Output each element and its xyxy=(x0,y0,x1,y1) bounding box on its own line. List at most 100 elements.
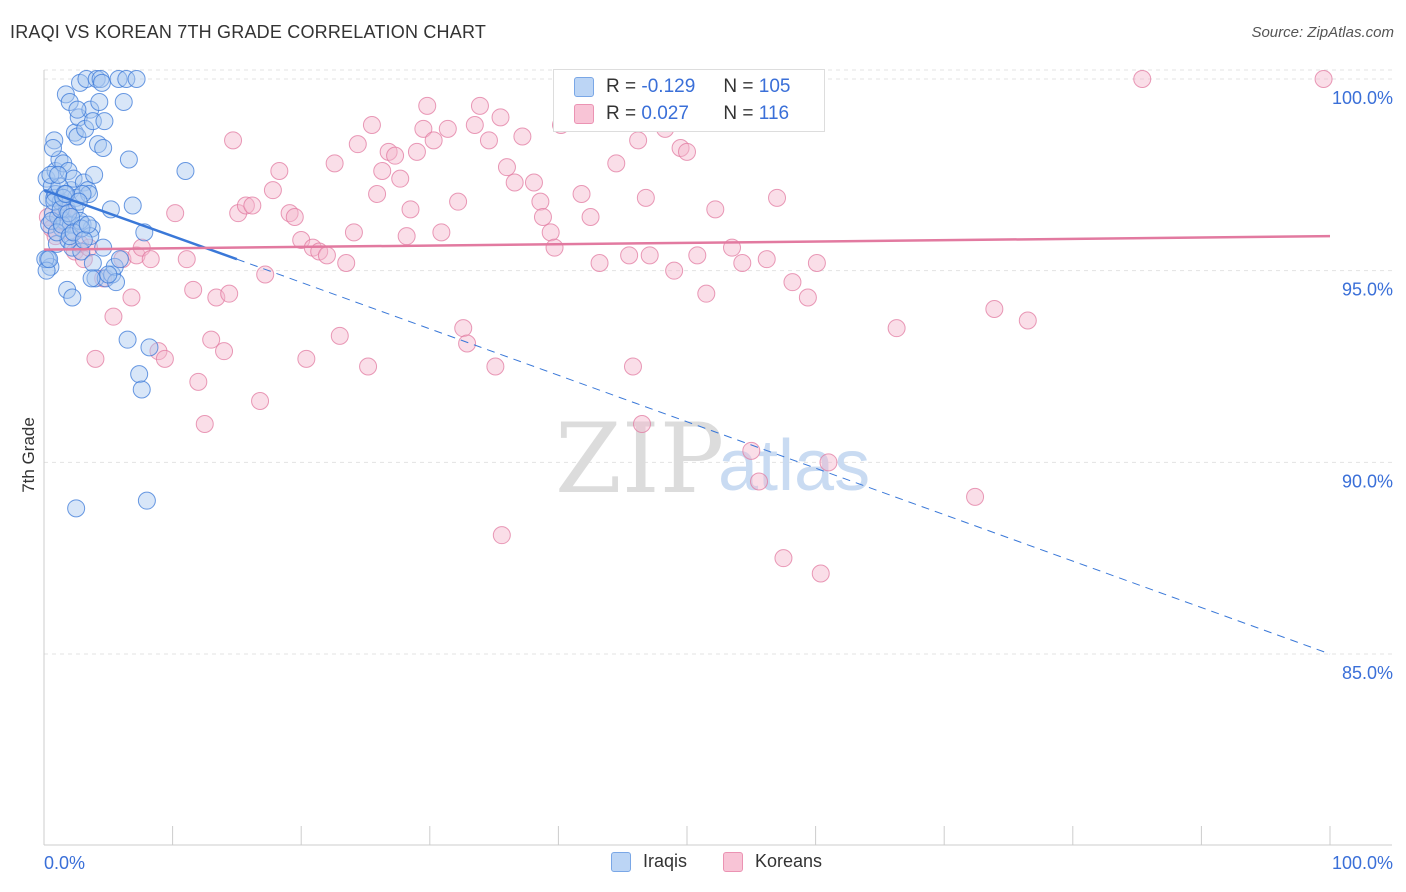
point-korean xyxy=(811,564,830,583)
series-iraqis xyxy=(36,70,195,518)
y-tick-label: 100.0% xyxy=(1332,88,1393,108)
point-korean xyxy=(697,284,716,303)
point-korean xyxy=(285,208,304,226)
bottom-legend-swatch-koreans xyxy=(723,851,743,872)
point-korean xyxy=(189,372,208,391)
point-iraqi xyxy=(94,139,113,157)
point-iraqi xyxy=(63,288,82,307)
point-korean xyxy=(505,173,524,192)
point-korean xyxy=(733,254,752,272)
series-koreans xyxy=(38,70,1333,583)
point-iraqi xyxy=(40,250,59,269)
point-korean xyxy=(243,196,262,215)
point-iraqi xyxy=(140,338,159,357)
point-iraqi xyxy=(118,330,137,349)
x-tick-label-max: 100.0% xyxy=(1332,853,1393,873)
point-korean xyxy=(215,342,234,361)
legend-r-value-koreans: 0.027 xyxy=(641,103,689,124)
point-korean xyxy=(251,392,270,410)
point-korean xyxy=(432,223,451,242)
point-iraqi xyxy=(109,70,128,88)
point-korean xyxy=(263,181,282,200)
legend-n-label: N = xyxy=(723,103,754,124)
point-korean xyxy=(337,254,356,272)
chart-title: IRAQI VS KOREAN 7TH GRADE CORRELATION CH… xyxy=(10,22,487,42)
point-korean xyxy=(177,250,196,269)
point-korean xyxy=(768,188,787,207)
point-iraqi xyxy=(95,112,114,131)
point-korean xyxy=(1133,70,1152,88)
point-iraqi xyxy=(119,150,138,169)
point-iraqi xyxy=(44,139,63,157)
bottom-legend-label-koreans: Koreans xyxy=(755,851,823,871)
point-korean xyxy=(155,349,174,368)
point-korean xyxy=(620,246,639,265)
point-korean xyxy=(359,357,378,376)
point-iraqi xyxy=(67,499,86,518)
point-korean xyxy=(479,131,498,150)
point-korean xyxy=(486,357,505,376)
point-korean xyxy=(438,119,457,138)
x-tick-label-min: 0.0% xyxy=(44,853,85,873)
point-korean xyxy=(623,357,642,376)
point-iraqi xyxy=(45,131,64,150)
point-korean xyxy=(665,261,684,280)
gridlines xyxy=(44,69,1392,655)
point-korean xyxy=(391,169,410,188)
point-korean xyxy=(224,131,243,150)
point-iraqi xyxy=(92,73,111,92)
point-korean xyxy=(590,254,609,272)
point-iraqi xyxy=(64,169,83,188)
point-korean xyxy=(688,246,707,265)
point-korean xyxy=(270,162,289,180)
bottom-legend-swatch-iraqis xyxy=(611,851,631,872)
point-iraqi xyxy=(41,165,60,184)
point-iraqi xyxy=(90,93,109,111)
point-korean xyxy=(397,227,416,246)
point-korean xyxy=(678,142,696,161)
point-korean xyxy=(531,192,550,211)
point-iraqi xyxy=(76,119,95,138)
point-korean xyxy=(819,453,838,472)
point-korean xyxy=(229,204,248,223)
point-iraqi xyxy=(130,365,149,384)
point-korean xyxy=(774,549,793,568)
point-korean xyxy=(386,146,405,165)
point-korean xyxy=(256,265,275,284)
bottom-legend-iraqis: Iraqis xyxy=(611,851,687,872)
point-korean xyxy=(750,472,769,491)
point-iraqi xyxy=(127,70,146,88)
legend-n-value-koreans: 116 xyxy=(758,103,790,124)
watermark-atlas: atlas xyxy=(718,426,870,506)
point-korean xyxy=(757,250,776,269)
watermark-zip: ZIP xyxy=(555,403,724,515)
point-korean xyxy=(348,135,367,154)
point-korean xyxy=(373,162,392,180)
legend-swatch-iraqis xyxy=(574,77,594,97)
point-korean xyxy=(706,200,725,219)
point-korean xyxy=(149,342,168,361)
point-iraqi xyxy=(72,242,91,261)
point-korean xyxy=(166,204,185,223)
watermark: ZIP atlas xyxy=(555,403,870,515)
point-korean xyxy=(887,319,906,338)
point-iraqi xyxy=(137,491,156,510)
point-iraqi xyxy=(80,185,99,203)
legend-n-value-iraqis: 105 xyxy=(758,76,791,97)
point-korean xyxy=(344,223,363,242)
legend-row-koreans: R = 0.027 N = 116 xyxy=(574,102,789,126)
point-iraqi xyxy=(78,215,97,234)
point-korean xyxy=(581,208,600,226)
point-iraqi xyxy=(81,100,100,119)
point-iraqi xyxy=(114,93,133,111)
point-korean xyxy=(545,238,564,257)
point-iraqi xyxy=(60,93,79,111)
point-korean xyxy=(454,319,473,338)
bottom-legend-label-iraqis: Iraqis xyxy=(643,851,688,871)
legend: R = -0.129 N = 105 R = 0.027 N = 116 xyxy=(553,69,825,132)
legend-r-label: R = xyxy=(606,76,637,97)
trendline-iraqis-dashed xyxy=(236,258,1331,655)
point-iraqi xyxy=(83,254,102,272)
point-iraqi xyxy=(77,70,96,88)
point-korean xyxy=(491,108,510,127)
